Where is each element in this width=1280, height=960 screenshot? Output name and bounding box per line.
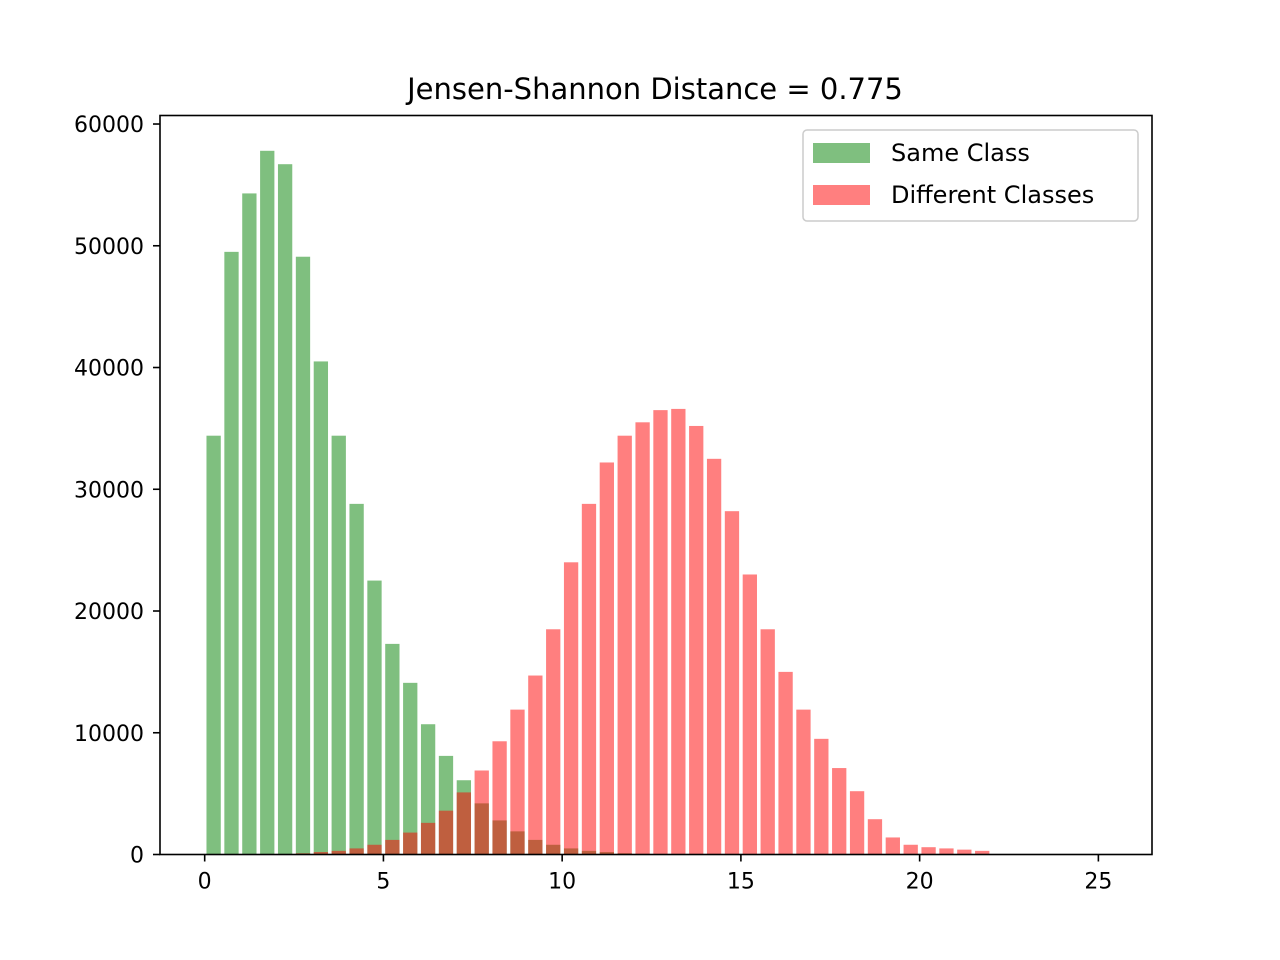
x-tick-label: 25 <box>1084 870 1112 895</box>
bar-different-classes-33 <box>796 709 811 855</box>
bar-different-classes-31 <box>760 629 775 855</box>
bar-different-classes-37 <box>867 819 883 855</box>
bar-different-classes-24 <box>635 422 650 855</box>
legend-label-different-classes: Different Classes <box>891 181 1094 209</box>
legend-box <box>802 129 1139 222</box>
bar-same-class-9 <box>367 580 382 855</box>
bar-different-classes-38 <box>885 837 900 855</box>
bar-different-classes-6 <box>313 852 329 855</box>
x-tick-label: 10 <box>548 870 576 895</box>
bar-different-classes-18 <box>528 675 543 855</box>
bar-different-classes-26 <box>671 408 686 855</box>
bar-same-class-2 <box>242 193 257 855</box>
y-tick-label: 0 <box>130 844 144 869</box>
bar-different-classes-13 <box>438 810 454 855</box>
bar-different-classes-43 <box>975 850 990 855</box>
bar-same-class-7 <box>331 435 346 855</box>
bar-different-classes-41 <box>939 848 954 855</box>
bar-different-classes-21 <box>581 503 597 855</box>
y-tick-label: 20000 <box>74 600 144 625</box>
plot-area-frame <box>159 114 1153 856</box>
y-tick-label: 10000 <box>74 722 144 747</box>
y-tick-label: 40000 <box>74 357 144 382</box>
bar-same-class-0 <box>206 435 221 855</box>
bar-same-class-1 <box>224 251 239 855</box>
bar-different-classes-34 <box>814 738 829 855</box>
x-tick-label: 0 <box>198 870 212 895</box>
bar-same-class-8 <box>349 503 364 855</box>
y-axis-ticks: 0 10000 20000 30000 40000 50000 60000 <box>74 113 160 869</box>
legend: Same Class Different Classes <box>802 129 1139 222</box>
x-axis-ticks: 0 5 10 15 20 25 <box>198 854 1112 895</box>
y-tick-label: 50000 <box>74 235 144 260</box>
y-tick-label: 30000 <box>74 478 144 503</box>
bar-same-class-6 <box>313 361 329 855</box>
bar-different-classes-36 <box>849 791 865 855</box>
bar-same-class-11 <box>403 682 418 855</box>
bar-different-classes-22 <box>599 462 614 855</box>
bar-different-classes-9 <box>367 844 382 855</box>
legend-swatch-same-class <box>813 143 870 163</box>
bar-different-classes-12 <box>420 822 436 855</box>
bar-different-classes-28 <box>706 458 722 855</box>
bar-same-class-4 <box>277 164 293 855</box>
bar-different-classes-27 <box>689 425 704 855</box>
bar-different-classes-7 <box>331 850 346 855</box>
bar-different-classes-10 <box>385 839 400 855</box>
bar-different-classes-20 <box>563 562 579 855</box>
bar-different-classes-30 <box>742 574 757 855</box>
chart-title: Jensen-Shannon Distance = 0.775 <box>405 72 903 106</box>
bar-different-classes-19 <box>546 629 561 855</box>
bar-different-classes-42 <box>957 849 972 855</box>
bar-different-classes-39 <box>903 844 918 855</box>
bar-different-classes-40 <box>921 847 936 855</box>
legend-swatch-different-classes <box>813 185 870 205</box>
bar-different-classes-14 <box>456 792 472 855</box>
bar-same-class-5 <box>295 256 311 855</box>
y-tick-label: 60000 <box>74 113 144 138</box>
bar-same-class-12 <box>420 724 436 855</box>
bar-different-classes-25 <box>653 410 668 855</box>
bars <box>206 150 990 855</box>
bar-different-classes-32 <box>778 671 793 855</box>
bar-different-classes-17 <box>510 709 525 855</box>
bar-different-classes-15 <box>474 770 489 855</box>
x-tick-label: 15 <box>727 870 755 895</box>
bar-same-class-10 <box>385 643 400 855</box>
legend-label-same-class: Same Class <box>891 139 1030 167</box>
x-tick-label: 20 <box>906 870 934 895</box>
bar-same-class-3 <box>260 150 275 855</box>
bar-different-classes-8 <box>349 848 364 855</box>
bar-different-classes-35 <box>832 768 847 855</box>
bar-different-classes-16 <box>492 741 507 855</box>
bar-different-classes-29 <box>724 511 740 855</box>
x-tick-label: 5 <box>376 870 390 895</box>
bar-different-classes-11 <box>403 832 418 855</box>
bar-different-classes-23 <box>617 435 632 855</box>
